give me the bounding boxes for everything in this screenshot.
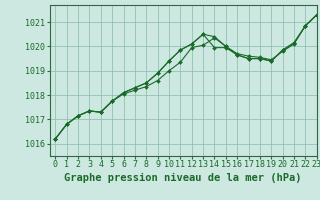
X-axis label: Graphe pression niveau de la mer (hPa): Graphe pression niveau de la mer (hPa): [64, 173, 302, 183]
